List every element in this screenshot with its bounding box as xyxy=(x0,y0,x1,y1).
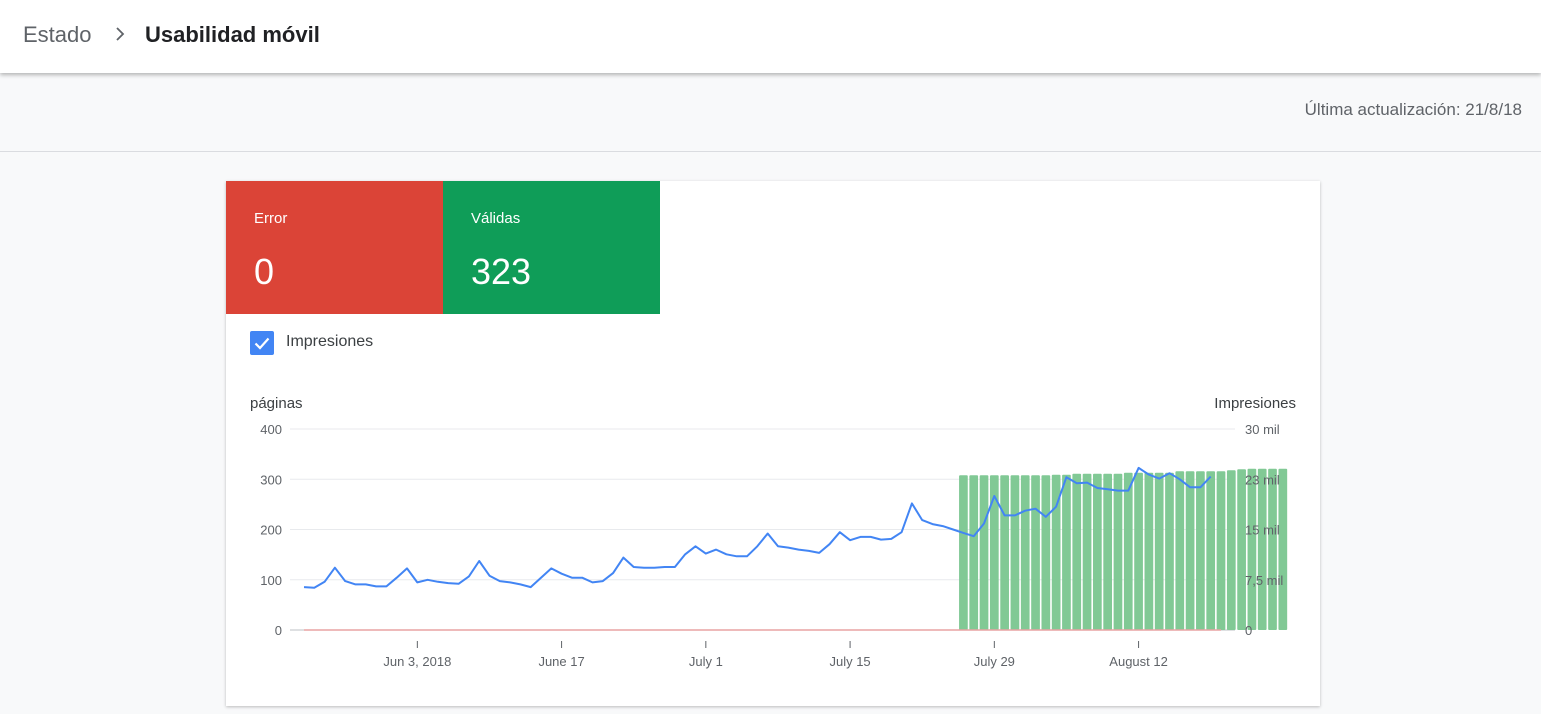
right-axis-tick-label: 23 mil xyxy=(1245,472,1280,487)
valid-bar xyxy=(979,475,989,630)
valid-bar xyxy=(1144,472,1154,630)
status-bar: Última actualización: 21/8/18 xyxy=(0,73,1541,152)
left-axis-tick-label: 200 xyxy=(260,523,282,538)
right-axis-tick-label: 0 xyxy=(1245,623,1252,638)
left-axis-tick-label: 100 xyxy=(260,573,282,588)
line-series xyxy=(303,466,1221,631)
error-tile-count: 0 xyxy=(254,251,275,292)
error-tile-label: Error xyxy=(254,210,288,227)
left-axis-tick-label: 0 xyxy=(275,623,282,638)
valid-bar xyxy=(1278,468,1288,630)
valid-bar xyxy=(1072,473,1082,630)
right-axis-tick-label: 15 mil xyxy=(1245,523,1280,538)
x-axis-tick-label: June 17 xyxy=(538,654,584,669)
valid-bar xyxy=(1134,472,1143,630)
impressions-label: Impresiones xyxy=(286,333,374,350)
valid-bar xyxy=(1196,471,1205,630)
valid-bars xyxy=(959,468,1288,630)
x-axis-tick-label: July 1 xyxy=(689,654,723,669)
error-tile[interactable]: Error 0 xyxy=(226,181,443,314)
right-axis-tick-label: 30 mil xyxy=(1245,422,1280,437)
x-axis-tick-label: July 15 xyxy=(829,654,870,669)
valid-bar xyxy=(1123,472,1133,630)
top-bar: Estado Usabilidad móvil xyxy=(0,0,1541,73)
x-axis-tick-label: Jun 3, 2018 xyxy=(383,654,451,669)
report-card: Error 0 Válidas 323 Impresiones páginas … xyxy=(226,181,1320,706)
valid-bar xyxy=(969,475,979,630)
valid-bar xyxy=(1175,471,1185,630)
page-title: Usabilidad móvil xyxy=(145,22,320,47)
valid-bar xyxy=(1010,475,1020,630)
right-axis-title: Impresiones xyxy=(1214,395,1296,412)
valid-bar xyxy=(1051,474,1061,630)
axis-ticks: 0 0 100 7,5 mil 200 15 mil 300 23 mil 400 30 mil J… xyxy=(260,422,1283,669)
x-axis-tick-label: August 12 xyxy=(1109,654,1168,669)
valid-bar xyxy=(1268,468,1277,630)
valid-bar xyxy=(1103,473,1113,630)
valid-tile-count: 323 xyxy=(471,251,532,292)
valid-bar xyxy=(1216,471,1226,630)
valid-bar xyxy=(1206,471,1216,630)
valid-bar xyxy=(1113,473,1123,630)
coverage-chart: páginas Impresiones 0 0 100 7,5 mil 200 15 mi… xyxy=(250,395,1296,669)
valid-bar xyxy=(1165,472,1174,630)
valid-bar xyxy=(1082,473,1092,630)
left-axis-tick-label: 400 xyxy=(260,422,282,437)
valid-bar xyxy=(1041,475,1051,630)
valid-bar xyxy=(1226,470,1236,630)
valid-tile[interactable]: Válidas 323 xyxy=(443,181,660,314)
impressions-line xyxy=(303,466,1212,589)
left-axis-title: páginas xyxy=(250,395,303,412)
valid-bar xyxy=(1062,474,1071,630)
valid-bar xyxy=(1247,468,1257,630)
valid-bar xyxy=(1093,473,1102,630)
valid-bar xyxy=(1237,469,1246,630)
x-axis-tick-label: July 29 xyxy=(974,654,1015,669)
valid-bar xyxy=(959,475,968,630)
valid-tile-label: Válidas xyxy=(471,210,521,227)
check-icon xyxy=(254,337,270,350)
valid-bar xyxy=(1020,475,1030,630)
right-axis-tick-label: 7,5 mil xyxy=(1245,573,1283,588)
valid-bar xyxy=(1031,475,1040,630)
valid-bar xyxy=(1000,475,1009,630)
left-axis-tick-label: 300 xyxy=(260,472,282,487)
impressions-checkbox[interactable] xyxy=(250,331,274,355)
valid-bar xyxy=(1257,468,1267,630)
breadcrumb-estado[interactable]: Estado xyxy=(23,22,92,47)
valid-bar xyxy=(1154,472,1164,630)
valid-bar xyxy=(989,475,999,630)
chevron-right-icon xyxy=(116,27,125,41)
valid-bar xyxy=(1185,471,1195,630)
last-updated-text: Última actualización: 21/8/18 xyxy=(1304,100,1522,119)
